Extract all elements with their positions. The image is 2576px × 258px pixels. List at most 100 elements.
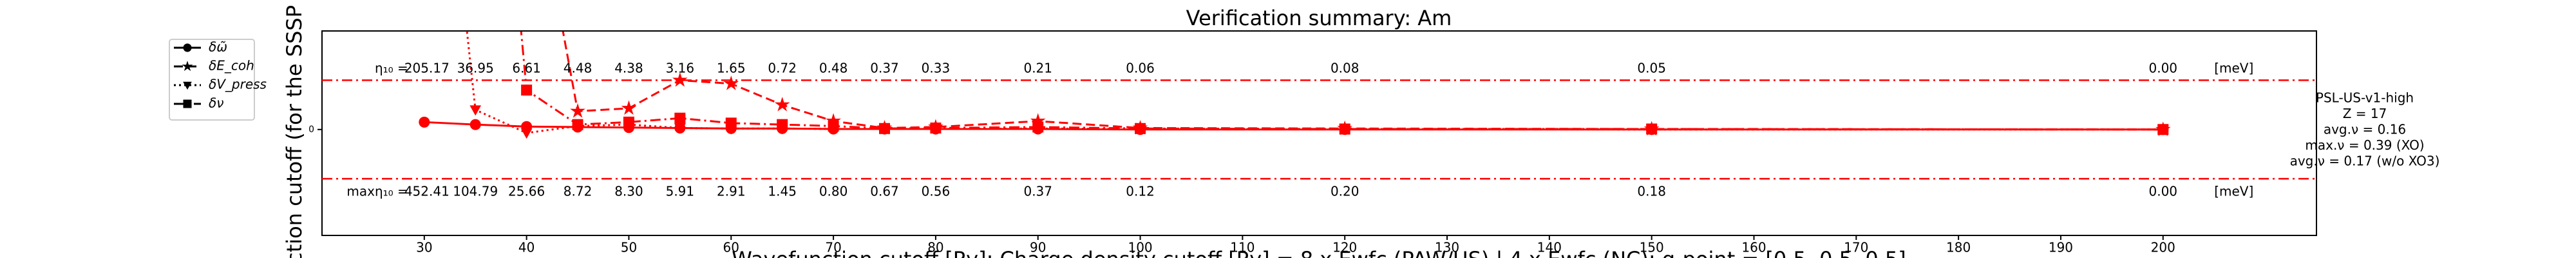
max-eta-value: 104.79 xyxy=(453,184,498,199)
max-eta-value: 2.91 xyxy=(717,184,746,199)
legend-label: δω̃ xyxy=(209,39,227,55)
max-eta-prefix: maxη₁₀ = xyxy=(346,184,408,199)
x-tick-label: 40 xyxy=(518,240,535,255)
max-eta-value: 0.37 xyxy=(1023,184,1052,199)
data-point xyxy=(1032,121,1044,133)
data-point xyxy=(672,72,688,87)
data-point xyxy=(570,103,585,118)
x-tick-label: 120 xyxy=(1332,240,1357,255)
x-tick-label: 70 xyxy=(825,240,841,255)
max-eta-value: 1.45 xyxy=(768,184,797,199)
x-tick-label: 170 xyxy=(1844,240,1868,255)
eta-value: 4.38 xyxy=(614,61,643,76)
unit-label: [meV] xyxy=(2214,61,2253,76)
x-tick-label: 90 xyxy=(1030,240,1046,255)
eta-value: 0.48 xyxy=(819,61,848,76)
legend-marker xyxy=(183,99,192,108)
data-point xyxy=(419,116,430,128)
x-tick-label: 80 xyxy=(927,240,943,255)
data-point xyxy=(469,119,481,130)
max-eta-value: 0.67 xyxy=(870,184,899,199)
unit-label: [meV] xyxy=(2214,184,2253,199)
eta-value: 6.61 xyxy=(512,61,541,76)
eta-value: 0.33 xyxy=(922,61,951,76)
eta-value: 1.65 xyxy=(717,61,746,76)
data-point xyxy=(2157,124,2169,135)
max-eta-value: 8.72 xyxy=(564,184,592,199)
eta-value: 0.06 xyxy=(1126,61,1155,76)
eta-prefix: η₁₀ = xyxy=(375,61,408,76)
eta-value: 205.17 xyxy=(404,61,450,76)
x-tick-label: 30 xyxy=(416,240,432,255)
info-line: avg.ν = 0.17 (w/o XO3) xyxy=(2290,154,2440,169)
legend-marker xyxy=(183,81,192,90)
x-tick-label: 140 xyxy=(1537,240,1562,255)
max-eta-value: 0.18 xyxy=(1637,184,1666,199)
x-tick-label: 150 xyxy=(1640,240,1664,255)
chart-title: Verification summary: Am xyxy=(1186,6,1452,30)
data-point xyxy=(621,100,637,115)
legend-marker xyxy=(182,61,193,72)
data-point xyxy=(777,119,788,130)
x-tick-label: 50 xyxy=(621,240,637,255)
data-point xyxy=(674,112,686,124)
x-tick-label: 160 xyxy=(1741,240,1766,255)
legend-label: δV_press xyxy=(209,77,267,92)
eta-value: 3.16 xyxy=(666,61,695,76)
data-point xyxy=(469,105,482,116)
y-tick-label: 0 xyxy=(308,124,314,135)
x-axis-label: Wavefunction cutoff [Ry]; Charge density… xyxy=(732,247,1906,258)
x-tick-label: 100 xyxy=(1128,240,1152,255)
data-point xyxy=(879,123,891,134)
data-point xyxy=(828,120,839,132)
data-point xyxy=(1646,123,1658,135)
max-eta-value: 8.30 xyxy=(614,184,643,199)
max-eta-value: 0.80 xyxy=(819,184,848,199)
x-tick-label: 180 xyxy=(1946,240,1971,255)
data-point xyxy=(572,119,583,130)
x-tick-label: 110 xyxy=(1230,240,1255,255)
eta-value: 0.72 xyxy=(768,61,797,76)
info-line: PSL-US-v1-high xyxy=(2316,90,2414,106)
info-line: max.ν = 0.39 (XO) xyxy=(2305,137,2424,153)
max-eta-value: 0.12 xyxy=(1126,184,1155,199)
data-point xyxy=(774,97,790,112)
legend-label: δν xyxy=(209,95,223,111)
info-line: Z = 17 xyxy=(2343,106,2387,121)
max-eta-value: 0.56 xyxy=(922,184,951,199)
max-eta-value: 5.91 xyxy=(666,184,695,199)
data-point xyxy=(520,128,533,139)
x-tick-label: 200 xyxy=(2151,240,2175,255)
data-point xyxy=(674,123,686,134)
max-eta-value: 25.66 xyxy=(508,184,545,199)
eta-value: 0.05 xyxy=(1637,61,1666,76)
max-eta-value: 0.20 xyxy=(1331,184,1359,199)
series-line xyxy=(466,31,2163,134)
eta-value: 0.08 xyxy=(1331,61,1359,76)
legend-marker xyxy=(183,43,192,52)
data-point xyxy=(1339,123,1350,135)
series-layer xyxy=(419,31,2171,139)
eta-value: 0.37 xyxy=(870,61,899,76)
x-tick-label: 190 xyxy=(2049,240,2073,255)
data-point xyxy=(723,75,739,90)
eta-value: 0.00 xyxy=(2149,61,2178,76)
max-eta-value: 452.41 xyxy=(404,184,450,199)
plot-frame xyxy=(321,30,2317,236)
data-point xyxy=(1135,123,1146,134)
eta-value: 4.48 xyxy=(564,61,592,76)
data-point xyxy=(930,122,942,134)
max-eta-value: 0.00 xyxy=(2149,184,2178,199)
x-tick-label: 130 xyxy=(1435,240,1459,255)
data-point xyxy=(623,116,634,128)
eta-value: 36.95 xyxy=(457,61,494,76)
x-tick-label: 60 xyxy=(723,240,739,255)
data-point xyxy=(521,84,533,96)
legend-label: δE_coh xyxy=(209,58,254,74)
eta-value: 0.21 xyxy=(1023,61,1052,76)
data-point xyxy=(725,117,737,129)
y-axis-label: Wavefunction cutoff (for the SSSP xyxy=(282,5,307,258)
info-line: avg.ν = 0.16 xyxy=(2324,122,2406,137)
